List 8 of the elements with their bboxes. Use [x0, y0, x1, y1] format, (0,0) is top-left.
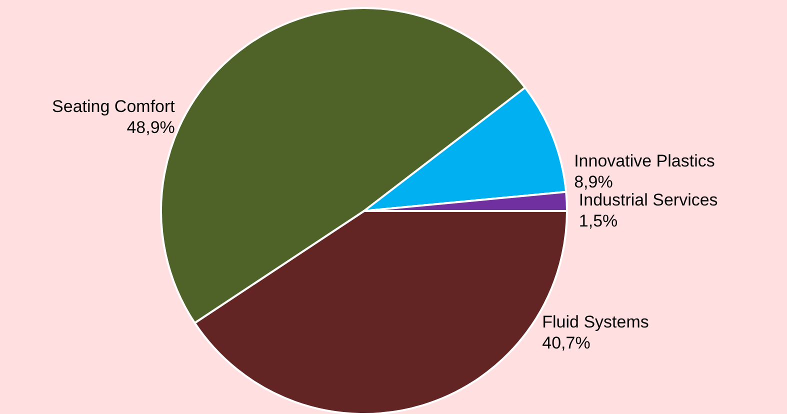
slice-label: Industrial Services [578, 190, 718, 210]
data-label: 8,9% [574, 172, 613, 192]
data-label: 48,9% [126, 118, 175, 137]
slice-label: Innovative Plastics [574, 152, 715, 171]
slice-label: Fluid Systems [542, 312, 649, 332]
data-label: 40,7% [542, 334, 590, 353]
slice-label: Seating Comfort [52, 96, 176, 116]
data-label: 1,5% [578, 211, 618, 230]
